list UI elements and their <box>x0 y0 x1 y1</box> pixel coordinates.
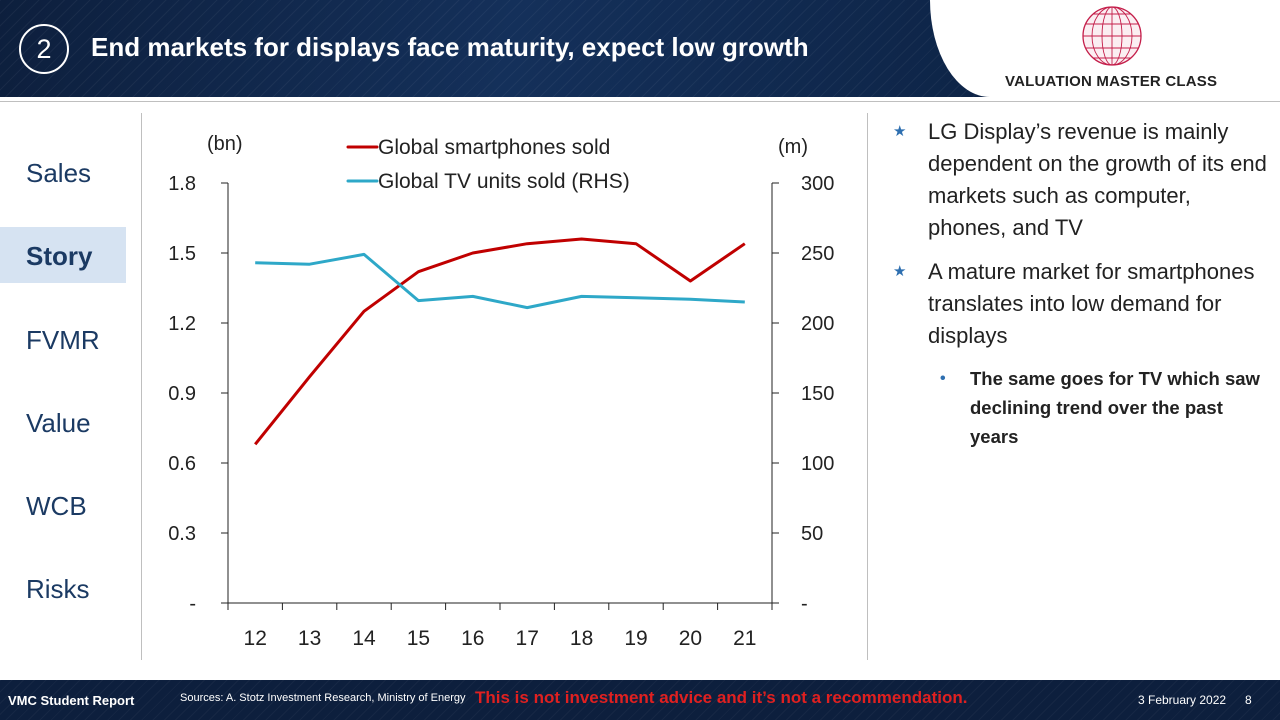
left-unit-label: (bn) <box>207 133 243 155</box>
left-tick-label: 0.9 <box>168 383 196 405</box>
right-tick-label: 250 <box>801 243 834 265</box>
x-tick-label: 17 <box>516 627 539 650</box>
left-tick-label: 0.3 <box>168 523 196 545</box>
nav-item-story[interactable]: Story <box>26 241 93 271</box>
right-tick-label: 150 <box>801 383 834 405</box>
series-line-smartphones <box>254 237 746 446</box>
right-tick-label: 300 <box>801 173 834 195</box>
footer-disclaimer: This is not investment advice and it’s n… <box>475 688 968 707</box>
section-number-badge: 2 <box>19 24 69 74</box>
nav-item-fvmr[interactable]: FVMR <box>26 325 100 355</box>
bullet-list: ★ LG Display’s revenue is mainly depende… <box>893 116 1273 451</box>
series-line-tv <box>255 252 745 310</box>
x-tick-label: 16 <box>461 627 484 650</box>
right-tick-label: - <box>801 593 808 615</box>
x-tick-label: 12 <box>244 627 267 650</box>
right-tick-label: 50 <box>801 523 823 545</box>
chart-right-divider <box>867 113 868 660</box>
header-divider <box>0 101 1280 102</box>
bullet-text: A mature market for smartphones translat… <box>928 259 1255 348</box>
bullet-text: LG Display’s revenue is mainly dependent… <box>928 119 1267 240</box>
left-tick-label: 0.6 <box>168 453 196 475</box>
x-tick-label: 21 <box>733 627 756 650</box>
bullet-item: ★ A mature market for smartphones transl… <box>893 256 1273 352</box>
nav-item-wcb[interactable]: WCB <box>26 491 87 521</box>
dot-bullet-icon: • <box>940 370 946 387</box>
x-tick-label: 18 <box>570 627 593 650</box>
left-tick-label: 1.8 <box>168 173 196 195</box>
slide-title: End markets for displays face maturity, … <box>91 32 809 62</box>
header-bar: 2 End markets for displays face maturity… <box>0 0 1280 97</box>
left-tick-label: 1.2 <box>168 313 196 335</box>
right-tick-label: 100 <box>801 453 834 475</box>
legend-label-tv: Global TV units sold (RHS) <box>378 170 630 193</box>
sub-bullet-item: • The same goes for TV which saw declini… <box>893 364 1273 451</box>
footer-report-label: VMC Student Report <box>8 693 135 708</box>
right-unit-label: (m) <box>778 136 808 158</box>
legend-label-smartphones: Global smartphones sold <box>378 136 610 159</box>
x-tick-label: 14 <box>352 627 376 650</box>
footer-page-number: 8 <box>1245 693 1252 707</box>
nav-item-risks[interactable]: Risks <box>26 574 90 604</box>
footer-sources: Sources: A. Stotz Investment Research, M… <box>180 692 466 704</box>
nav-item-sales[interactable]: Sales <box>26 158 92 188</box>
star-bullet-icon: ★ <box>893 263 907 280</box>
footer-date: 3 February 2022 <box>1138 693 1227 707</box>
x-tick-label: 20 <box>679 627 702 650</box>
star-bullet-icon: ★ <box>893 123 907 140</box>
footer-bar: VMC Student Report Sources: A. Stotz Inv… <box>0 680 1280 720</box>
left-tick-label: 1.5 <box>168 243 196 265</box>
x-tick-label: 15 <box>407 627 430 650</box>
globe-logo-icon <box>1082 6 1142 66</box>
sub-bullet-text: The same goes for TV which saw declining… <box>970 368 1260 447</box>
logo-text: VALUATION MASTER CLASS <box>1005 73 1218 90</box>
left-tick-label: - <box>189 593 196 615</box>
nav-active-highlight <box>0 227 126 283</box>
nav-item-value[interactable]: Value <box>26 408 91 438</box>
logo-area <box>930 0 1280 97</box>
bullet-item: ★ LG Display’s revenue is mainly depende… <box>893 116 1273 244</box>
right-tick-label: 200 <box>801 313 834 335</box>
x-tick-label: 19 <box>624 627 647 650</box>
line-chart: (bn) (m) Global smartphones sold Global … <box>168 133 834 650</box>
x-tick-label: 13 <box>298 627 321 650</box>
chart-left-divider <box>141 113 142 660</box>
